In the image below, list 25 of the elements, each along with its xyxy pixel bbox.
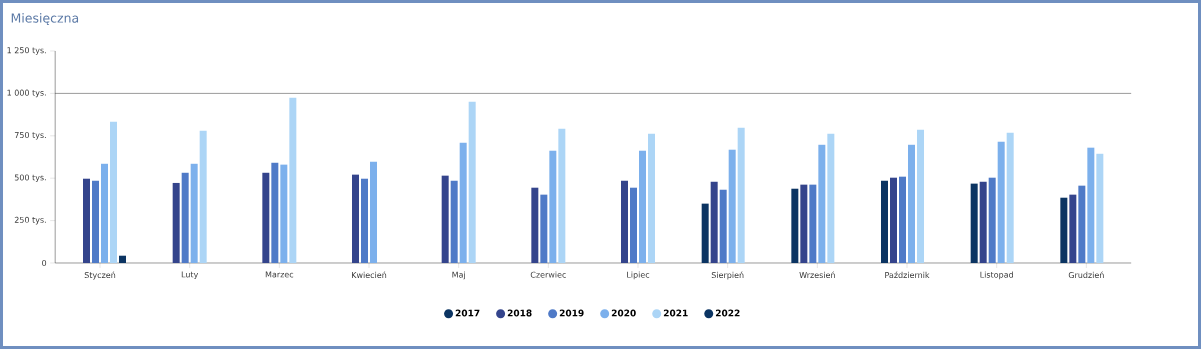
- x-tick-label: Czerwiec: [530, 271, 566, 278]
- x-tick-label: Luty: [181, 271, 199, 280]
- legend-label: 2017: [455, 309, 480, 317]
- x-tick-label: Maj: [452, 271, 465, 280]
- x-tick-label: Listopad: [980, 271, 1013, 280]
- y-tick-label: 1 250 tys.: [7, 47, 46, 55]
- x-tick-label: Lipiec: [627, 271, 650, 280]
- x-tick-label: Styczeń: [84, 271, 116, 280]
- x-tick-label: Październik: [885, 271, 930, 279]
- legend-label: 2019: [559, 309, 584, 317]
- legend-label: 2020: [611, 309, 636, 317]
- legend-label: 2018: [507, 309, 532, 317]
- x-tick-label: Marzec: [265, 271, 294, 278]
- y-tick-label: 1 000 tys.: [7, 89, 46, 98]
- legend-label: 2021: [663, 309, 688, 317]
- x-tick-label: Grudzień: [1068, 271, 1104, 279]
- x-tick-label: Kwiecień: [352, 271, 387, 279]
- y-tick-label: 750 tys.: [14, 132, 46, 140]
- chart-title: Miesięczna: [11, 13, 79, 25]
- y-tick-label: 250 tys.: [14, 216, 46, 225]
- y-tick-label: 500 tys.: [14, 174, 46, 183]
- legend-label: 2022: [715, 309, 740, 317]
- x-tick-label: Wrzesień: [799, 271, 835, 279]
- y-tick-label: 0: [42, 259, 47, 267]
- x-tick-label: Sierpień: [711, 271, 744, 280]
